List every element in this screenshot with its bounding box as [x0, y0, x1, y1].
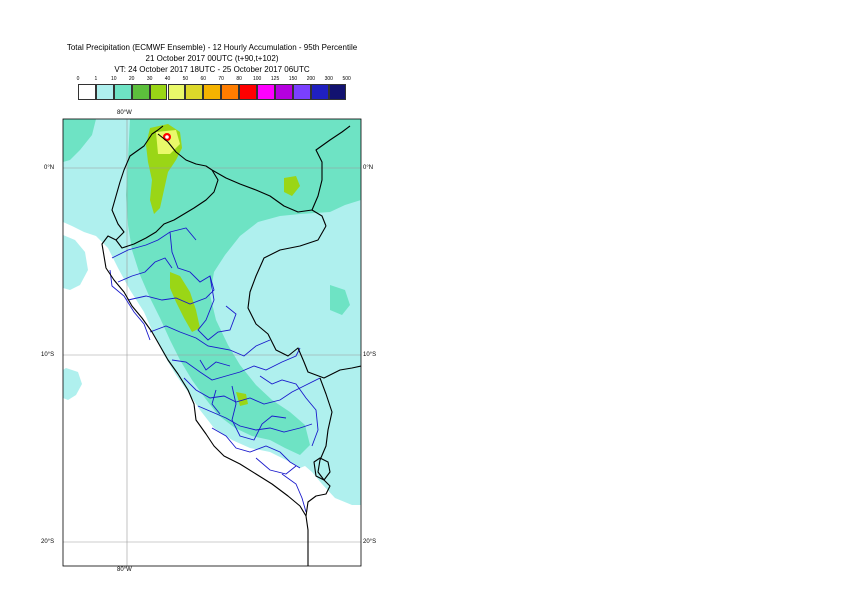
- country-border-colombia-brazil: [311, 125, 351, 211]
- admin-boundary: [281, 473, 307, 513]
- admin-boundary: [199, 359, 231, 371]
- admin-boundary: [183, 377, 321, 405]
- country-border-colombia-peru: [211, 169, 327, 227]
- admin-boundary: [149, 325, 271, 357]
- coastline: [101, 125, 309, 566]
- lat-label-right: 0°N: [363, 165, 374, 171]
- country-border-colombia-ecuador: [157, 133, 213, 171]
- lon-label-bottom: 80°W: [117, 567, 132, 573]
- admin-boundary: [109, 269, 151, 341]
- precip-light-area: [63, 235, 88, 290]
- admin-boundary: [197, 405, 313, 433]
- country-border-peru-brazil: [247, 225, 361, 379]
- map-frame: [62, 118, 362, 567]
- admin-boundary: [169, 231, 237, 341]
- country-border-ecuador-peru: [115, 169, 219, 249]
- chart-valid-time: VT: 24 October 2017 18UTC - 25 October 2…: [114, 65, 310, 74]
- admin-boundary: [211, 427, 301, 469]
- chart-title: Total Precipitation (ECMWF Ensemble) - 1…: [66, 43, 358, 52]
- precip-medium-area: [126, 119, 361, 455]
- lat-label-left: 0°N: [44, 165, 55, 171]
- precip-heavy-area: [284, 176, 300, 196]
- precip-medium-area: [330, 285, 350, 315]
- country-border-peru-bolivia: [305, 377, 333, 517]
- admin-boundary: [171, 347, 301, 381]
- admin-boundary: [211, 389, 221, 415]
- precip-heavy-area: [236, 392, 248, 406]
- lon-label-top: 80°W: [117, 110, 132, 116]
- lat-label-left: 10°S: [41, 352, 55, 358]
- precip-light-area: [63, 368, 82, 400]
- lake-titicaca: [313, 457, 331, 481]
- admin-boundary: [231, 385, 287, 441]
- admin-boundary: [111, 227, 197, 259]
- precip-medium-area: [63, 119, 96, 162]
- chart-run-time: 21 October 2017 00UTC (t+90,t+102): [145, 54, 279, 63]
- lat-label-right: 20°S: [363, 539, 377, 545]
- admin-boundary: [255, 457, 297, 475]
- admin-boundary: [259, 375, 319, 447]
- lat-label-left: 20°S: [41, 539, 55, 545]
- lat-label-right: 10°S: [363, 352, 377, 358]
- admin-boundary: [117, 257, 173, 283]
